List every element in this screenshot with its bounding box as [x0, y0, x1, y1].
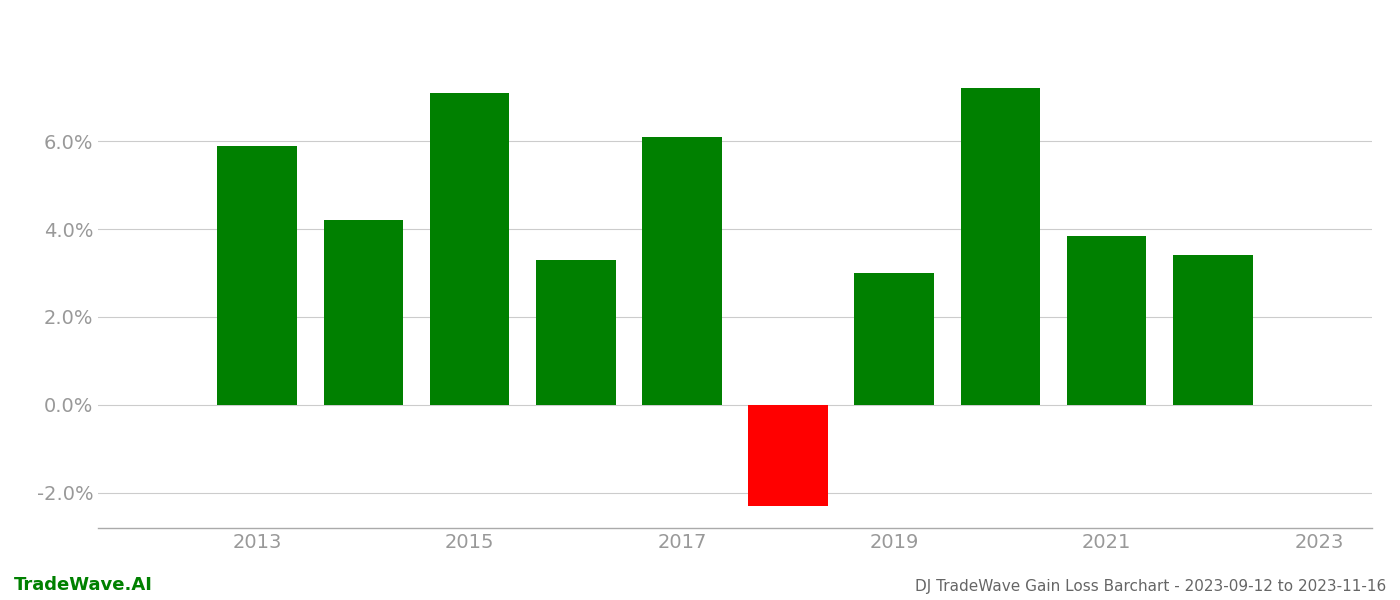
Bar	[960, 88, 1040, 405]
Bar	[854, 273, 934, 405]
Bar	[1173, 256, 1253, 405]
Bar	[323, 220, 403, 405]
Bar	[1067, 236, 1147, 405]
Bar	[217, 145, 297, 405]
Text: TradeWave.AI: TradeWave.AI	[14, 576, 153, 594]
Text: DJ TradeWave Gain Loss Barchart - 2023-09-12 to 2023-11-16: DJ TradeWave Gain Loss Barchart - 2023-0…	[914, 579, 1386, 594]
Bar	[430, 93, 510, 405]
Bar	[536, 260, 616, 405]
Bar	[643, 137, 722, 405]
Bar	[748, 405, 827, 506]
